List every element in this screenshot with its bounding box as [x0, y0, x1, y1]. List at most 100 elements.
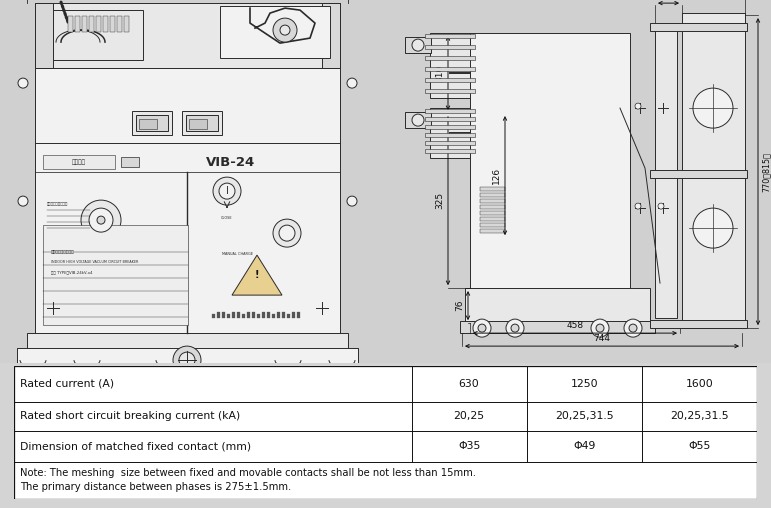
Bar — [96, 16, 101, 32]
Bar — [89, 16, 94, 32]
Bar — [220, 6, 330, 58]
Bar — [480, 205, 505, 209]
FancyBboxPatch shape — [0, 0, 771, 368]
Bar — [252, 312, 255, 318]
Bar — [480, 229, 505, 233]
Bar — [53, 10, 143, 60]
Circle shape — [347, 196, 357, 206]
Bar — [297, 312, 300, 318]
Text: 76: 76 — [455, 300, 464, 311]
Bar — [480, 211, 505, 215]
Bar — [27, 333, 348, 350]
Circle shape — [97, 216, 105, 224]
Text: Dimension of matched fixed contact (mm): Dimension of matched fixed contact (mm) — [20, 441, 251, 451]
Bar — [189, 119, 207, 129]
Bar — [272, 314, 275, 318]
Circle shape — [347, 78, 357, 88]
Bar — [222, 312, 225, 318]
Bar — [17, 348, 358, 368]
Circle shape — [629, 324, 637, 332]
Circle shape — [279, 225, 295, 241]
Text: 630: 630 — [459, 379, 480, 389]
Text: 1600: 1600 — [685, 379, 713, 389]
Bar — [232, 312, 235, 318]
Circle shape — [635, 203, 641, 209]
Circle shape — [89, 208, 113, 232]
Text: 310: 310 — [435, 65, 444, 82]
Text: 770（815）: 770（815） — [762, 152, 771, 192]
Bar — [425, 141, 475, 145]
Text: 20,25: 20,25 — [453, 411, 485, 421]
Bar — [650, 23, 747, 31]
Bar — [43, 155, 115, 169]
Bar — [132, 111, 172, 135]
Text: Rated short circuit breaking current (kA): Rated short circuit breaking current (kA… — [20, 411, 240, 421]
Bar — [212, 314, 215, 318]
Text: 北阳电器: 北阳电器 — [72, 160, 86, 165]
Bar — [182, 111, 222, 135]
Bar — [267, 312, 270, 318]
Bar — [460, 321, 655, 333]
Text: CLOSE: CLOSE — [221, 216, 233, 220]
Bar — [277, 312, 280, 318]
Bar — [425, 34, 475, 38]
Bar — [257, 314, 260, 318]
Bar — [425, 78, 475, 82]
Text: 型号 TYPE：VIB-24kV-x4: 型号 TYPE：VIB-24kV-x4 — [51, 270, 93, 274]
Bar — [17, 366, 358, 373]
Polygon shape — [232, 255, 282, 295]
Bar — [430, 33, 470, 98]
Bar — [217, 312, 220, 318]
Bar — [136, 115, 168, 131]
Circle shape — [280, 25, 290, 35]
Circle shape — [179, 352, 195, 368]
Bar — [103, 16, 108, 32]
Bar — [425, 133, 475, 137]
Text: 852: 852 — [178, 367, 197, 377]
Bar — [480, 223, 505, 227]
Bar — [322, 3, 340, 68]
Bar — [247, 312, 250, 318]
Bar — [650, 170, 747, 178]
Bar — [470, 33, 630, 288]
Bar — [292, 312, 295, 318]
Bar — [117, 16, 122, 32]
Bar — [237, 312, 240, 318]
Text: 861: 861 — [178, 377, 197, 387]
Bar — [242, 314, 245, 318]
Bar — [480, 217, 505, 221]
Circle shape — [18, 78, 28, 88]
Text: Note: The meshing  size between fixed and movable contacts shall be not less tha: Note: The meshing size between fixed and… — [20, 468, 476, 492]
Circle shape — [412, 114, 424, 126]
Text: Φ55: Φ55 — [689, 441, 711, 451]
Bar — [75, 16, 80, 32]
Text: INDOOR HIGH VOLTAGE VACUUM CIRCUIT BREAKER: INDOOR HIGH VOLTAGE VACUUM CIRCUIT BREAK… — [51, 260, 138, 264]
Bar — [682, 13, 745, 328]
Bar — [186, 115, 218, 131]
Bar — [480, 187, 505, 191]
Bar — [35, 3, 53, 68]
Bar — [650, 320, 747, 328]
Text: 20,25,31.5: 20,25,31.5 — [670, 411, 729, 421]
Bar — [405, 112, 431, 128]
Bar — [480, 193, 505, 197]
Circle shape — [412, 39, 424, 51]
Text: Φ35: Φ35 — [458, 441, 480, 451]
Text: 20,25,31.5: 20,25,31.5 — [555, 411, 614, 421]
Bar — [68, 16, 73, 32]
Bar — [35, 3, 340, 68]
Bar — [287, 314, 290, 318]
Bar — [43, 225, 188, 325]
Bar — [425, 149, 475, 153]
Bar — [425, 56, 475, 60]
Bar — [465, 288, 650, 323]
Circle shape — [635, 103, 641, 109]
Bar — [480, 199, 505, 203]
Text: MANUAL CHARGE: MANUAL CHARGE — [221, 252, 252, 256]
Bar — [425, 109, 475, 113]
Bar — [227, 314, 230, 318]
Text: 1250: 1250 — [571, 379, 598, 389]
Circle shape — [591, 319, 609, 337]
Circle shape — [81, 200, 121, 240]
Circle shape — [624, 319, 642, 337]
